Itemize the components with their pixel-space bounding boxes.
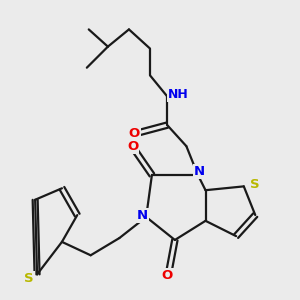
Text: O: O [127, 140, 138, 153]
Text: N: N [194, 165, 205, 178]
Text: N: N [137, 208, 148, 222]
Text: NH: NH [168, 88, 189, 101]
Text: O: O [162, 269, 173, 282]
Text: S: S [250, 178, 259, 191]
Text: O: O [128, 127, 140, 140]
Text: S: S [24, 272, 34, 285]
